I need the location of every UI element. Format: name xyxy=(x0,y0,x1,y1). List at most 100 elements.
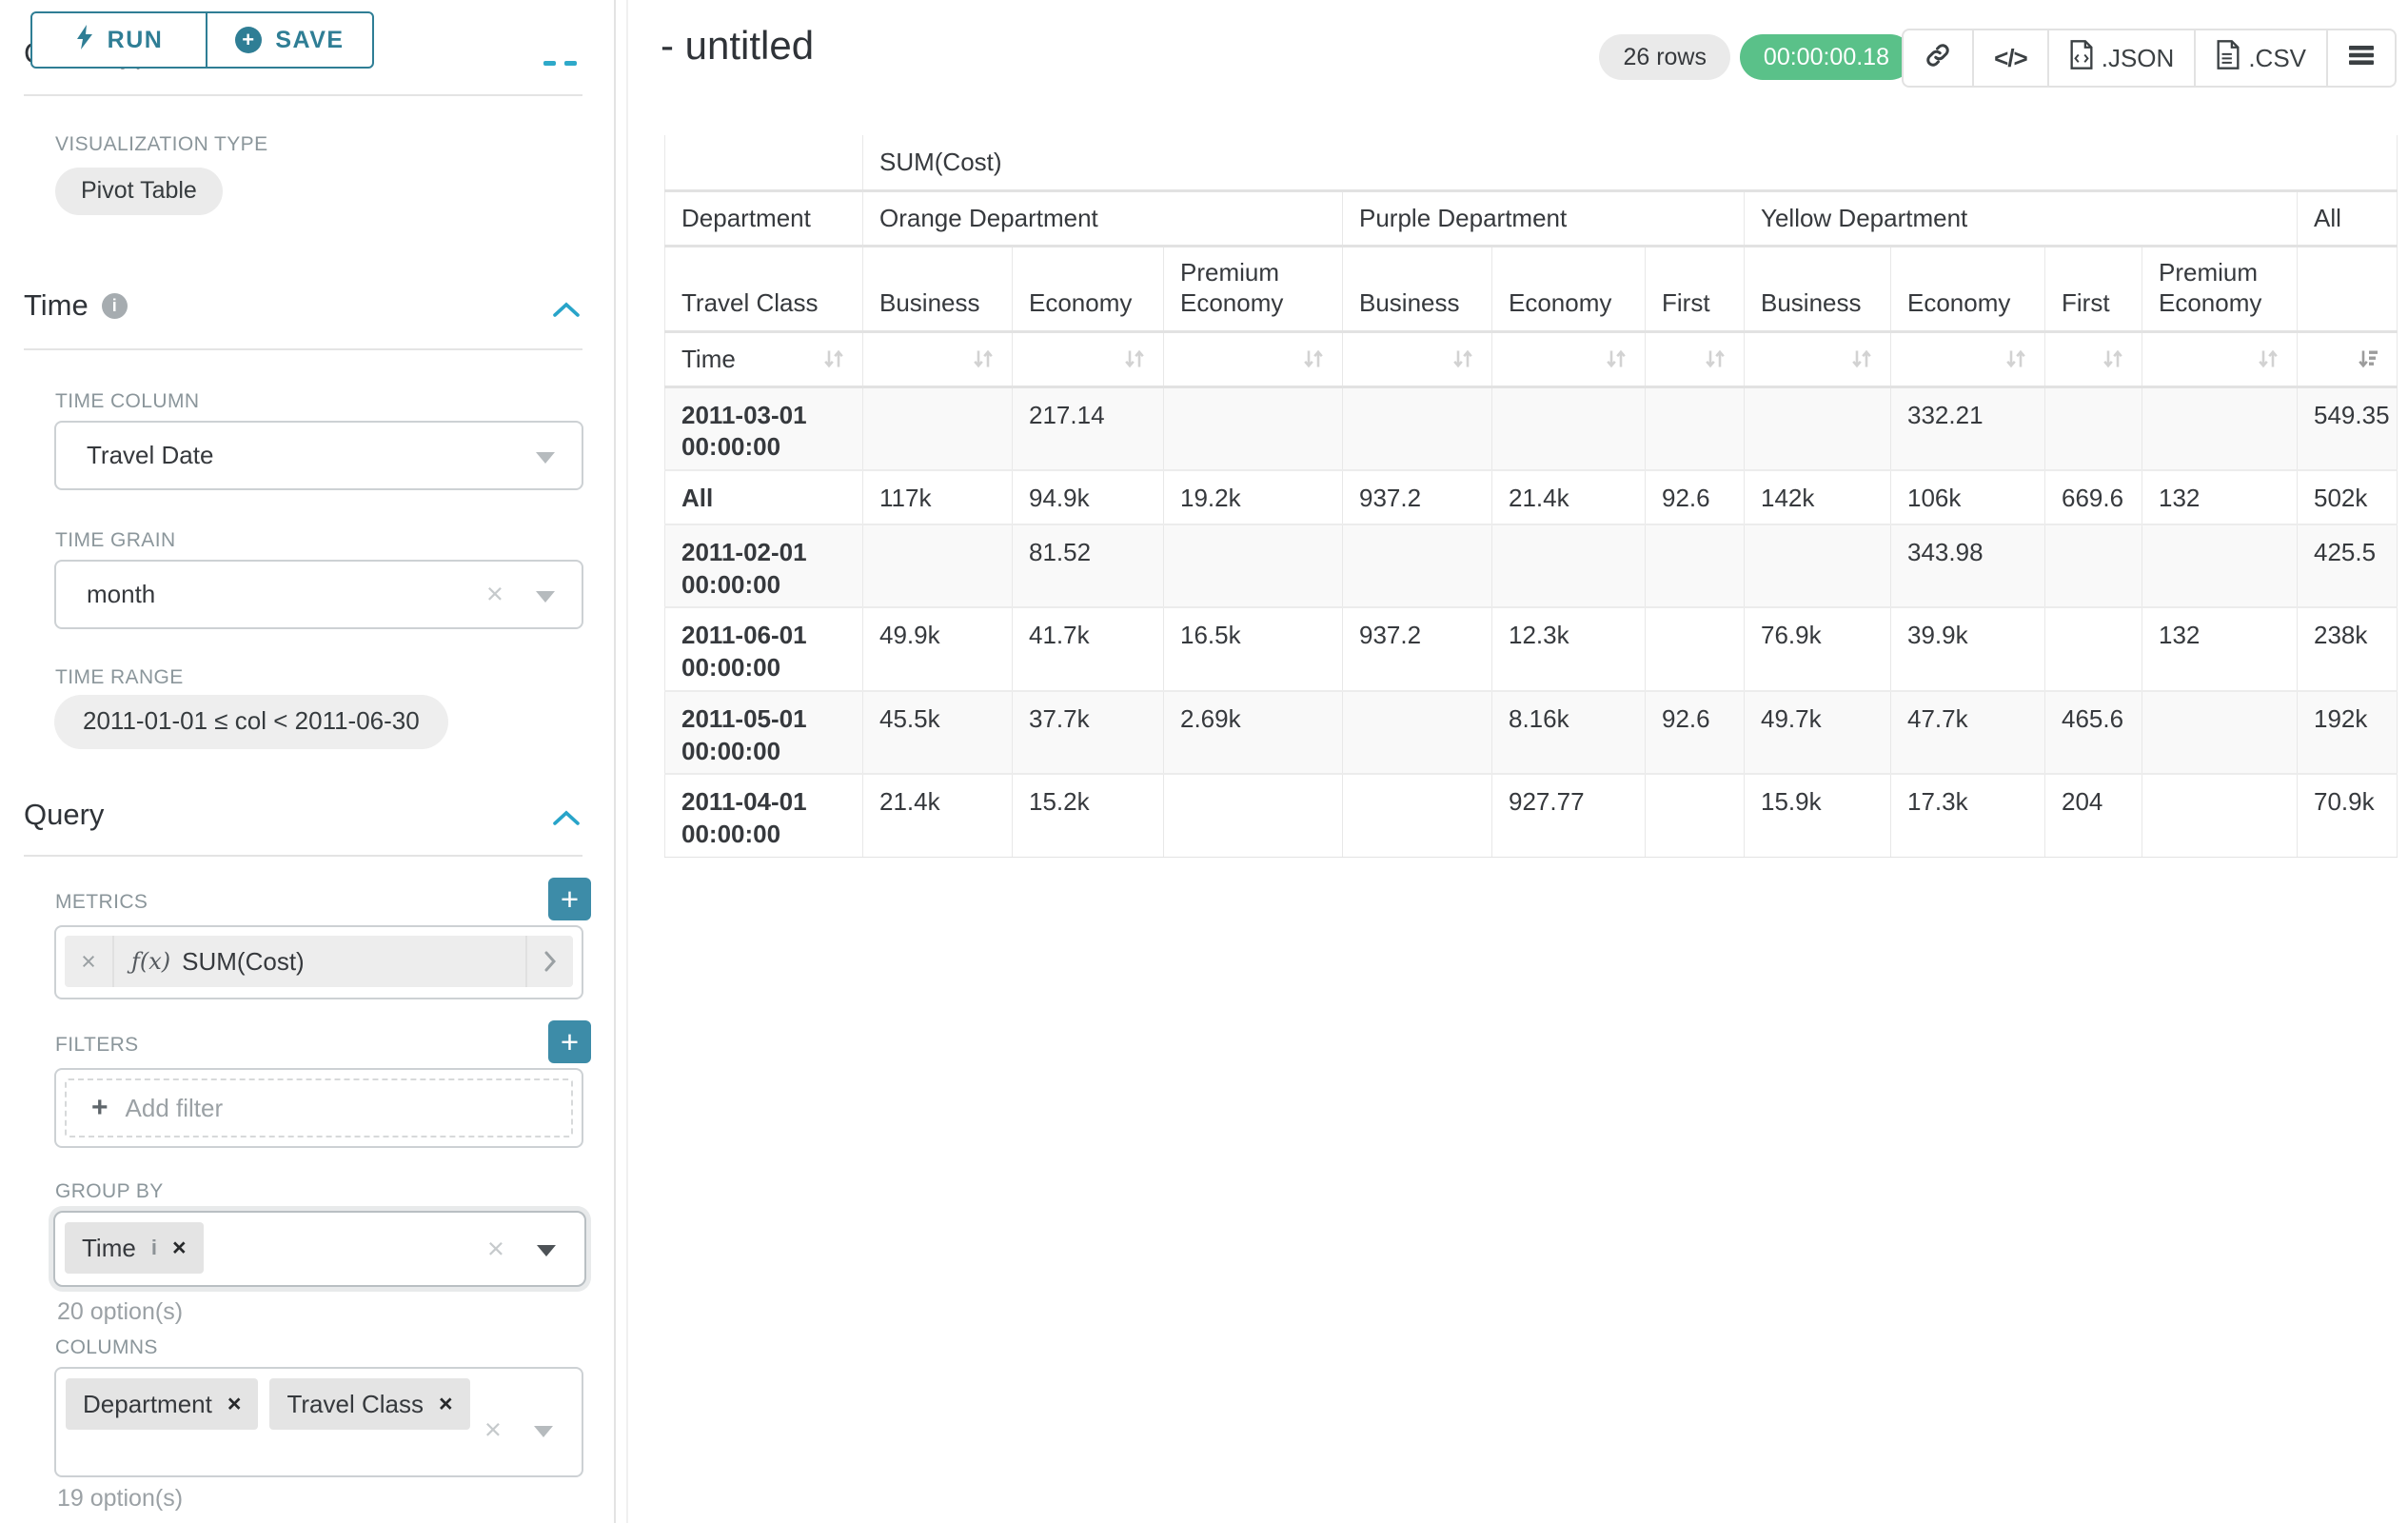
info-icon[interactable]: i xyxy=(101,292,128,319)
save-button[interactable]: + SAVE xyxy=(206,11,374,69)
pivot-value-cell xyxy=(2142,773,2298,858)
group-by-tag[interactable]: Time i × xyxy=(65,1222,204,1274)
chevron-up-icon[interactable] xyxy=(552,809,581,831)
columns-tag-label: Travel Class xyxy=(286,1389,424,1418)
time-range-pill[interactable]: 2011-01-01 ≤ col < 2011-06-30 xyxy=(54,695,448,749)
hamburger-icon xyxy=(2348,44,2375,73)
time-grain-select[interactable]: month × xyxy=(54,560,583,629)
remove-tag-icon[interactable]: × xyxy=(438,1390,453,1417)
sort-icon-cell[interactable] xyxy=(2142,331,2298,388)
pivot-value-cell xyxy=(1744,524,1891,607)
clear-icon[interactable]: × xyxy=(486,1232,504,1265)
add-filter-dropzone[interactable]: + Add filter xyxy=(65,1078,573,1137)
travel-class-header: Economy xyxy=(1012,246,1164,333)
group-by-select[interactable]: Time i × × xyxy=(53,1211,586,1287)
pivot-value-cell: 49.9k xyxy=(862,606,1013,691)
caret-down-icon xyxy=(534,1426,553,1437)
sort-icon[interactable] xyxy=(1122,346,1147,371)
sort-icon-cell[interactable] xyxy=(1163,331,1343,388)
pivot-value-cell: 15.2k xyxy=(1012,773,1164,858)
chevron-up-icon[interactable] xyxy=(552,301,581,323)
sort-icon[interactable] xyxy=(1604,346,1628,371)
sort-icon-cell[interactable] xyxy=(2044,331,2142,388)
sort-icon-cell[interactable] xyxy=(1744,331,1891,388)
pivot-value-cell xyxy=(862,524,1013,607)
chevron-right-icon[interactable] xyxy=(525,936,573,987)
remove-metric-icon[interactable]: × xyxy=(65,936,114,987)
view-query-button[interactable]: </> xyxy=(1972,30,2047,86)
pivot-value-cell: 39.9k xyxy=(1890,606,2045,691)
viz-type-pill[interactable]: Pivot Table xyxy=(55,168,223,215)
pivot-value-cell xyxy=(2044,606,2142,691)
sort-descending-icon-cell[interactable] xyxy=(2296,331,2398,388)
clear-icon[interactable]: × xyxy=(485,577,503,610)
remove-tag-icon[interactable]: × xyxy=(171,1234,187,1261)
export-json-button[interactable]: .JSON xyxy=(2046,30,2195,86)
pivot-value-cell xyxy=(1744,386,1891,470)
columns-tag[interactable]: Travel Class × xyxy=(269,1378,470,1430)
remove-tag-icon[interactable]: × xyxy=(227,1390,242,1417)
sort-icon[interactable] xyxy=(1301,346,1326,371)
json-file-icon xyxy=(2069,40,2094,76)
pivot-value-cell: 204 xyxy=(2044,773,2142,858)
copy-link-button[interactable] xyxy=(1904,30,1972,86)
pivot-value-cell xyxy=(1342,773,1492,858)
sort-icon-cell[interactable] xyxy=(1645,331,1745,388)
row-dimension-header[interactable]: Time xyxy=(664,331,863,388)
sort-icon[interactable] xyxy=(971,346,996,371)
columns-select[interactable]: Department × Travel Class × × xyxy=(54,1367,583,1477)
sort-icon-cell[interactable] xyxy=(1890,331,2045,388)
sort-icon[interactable] xyxy=(2256,346,2280,371)
pivot-value-cell xyxy=(1491,524,1646,607)
run-button[interactable]: RUN xyxy=(30,11,207,69)
pivot-value-cell: 217.14 xyxy=(1012,386,1164,470)
info-icon[interactable]: i xyxy=(150,1236,157,1259)
sort-icon[interactable] xyxy=(2101,346,2125,371)
add-filter-placeholder: Add filter xyxy=(125,1093,224,1122)
metric-pill[interactable]: × ƒ(x) SUM(Cost) xyxy=(65,936,573,987)
time-column-select[interactable]: Travel Date xyxy=(54,421,583,490)
travel-class-header: Economy xyxy=(1890,246,2045,333)
sort-icon-cell[interactable] xyxy=(1012,331,1164,388)
sort-icon-cell[interactable] xyxy=(1342,331,1492,388)
pivot-value-cell: 45.5k xyxy=(862,690,1013,774)
metric-header: SUM(Cost) xyxy=(861,135,2398,192)
menu-button[interactable] xyxy=(2326,30,2395,86)
pivot-value-cell: 92.6 xyxy=(1645,690,1745,774)
pivot-value-cell: 21.4k xyxy=(1491,469,1646,524)
travel-class-header: Premium Economy xyxy=(1163,246,1343,333)
sort-icon[interactable] xyxy=(1703,346,1727,371)
pivot-value-cell: 2.69k xyxy=(1163,690,1343,774)
panel-scroll-track[interactable] xyxy=(626,0,628,1523)
link-icon xyxy=(1924,41,1952,76)
sort-icon[interactable] xyxy=(1451,346,1475,371)
columns-tag[interactable]: Department × xyxy=(66,1378,259,1430)
pivot-value-cell xyxy=(1645,773,1745,858)
chart-title[interactable]: - untitled xyxy=(661,23,815,68)
pivot-value-cell xyxy=(1491,386,1646,470)
sort-icon[interactable] xyxy=(821,346,846,371)
travel-class-header: Business xyxy=(1744,246,1891,333)
clear-icon[interactable]: × xyxy=(484,1413,502,1446)
sort-icon-cell[interactable] xyxy=(1491,331,1646,388)
add-metric-button[interactable]: + xyxy=(548,878,591,920)
export-toolbar: </> .JSON .CSV xyxy=(1902,29,2397,88)
sort-icon[interactable] xyxy=(2003,346,2028,371)
department-group-header: All xyxy=(2296,190,2398,247)
query-section-title: Query xyxy=(24,798,105,831)
function-icon: ƒ(x) xyxy=(131,948,171,975)
export-csv-button[interactable]: .CSV xyxy=(2194,30,2326,86)
caret-down-icon xyxy=(537,1245,556,1256)
sort-icon[interactable] xyxy=(1849,346,1874,371)
pivot-value-cell: 927.77 xyxy=(1491,773,1646,858)
pivot-value-cell: 70.9k xyxy=(2296,773,2398,858)
sort-icon-cell[interactable] xyxy=(862,331,1013,388)
caret-down-icon xyxy=(536,452,555,464)
pivot-row-label: All xyxy=(664,469,863,524)
time-column-label: TIME COLUMN xyxy=(55,390,200,412)
travel-class-header: Business xyxy=(1342,246,1492,333)
sort-descending-icon[interactable] xyxy=(2356,346,2380,371)
add-filter-button[interactable]: + xyxy=(548,1020,591,1063)
group-by-tag-label: Time xyxy=(82,1233,136,1262)
columns-tag-label: Department xyxy=(83,1389,212,1418)
